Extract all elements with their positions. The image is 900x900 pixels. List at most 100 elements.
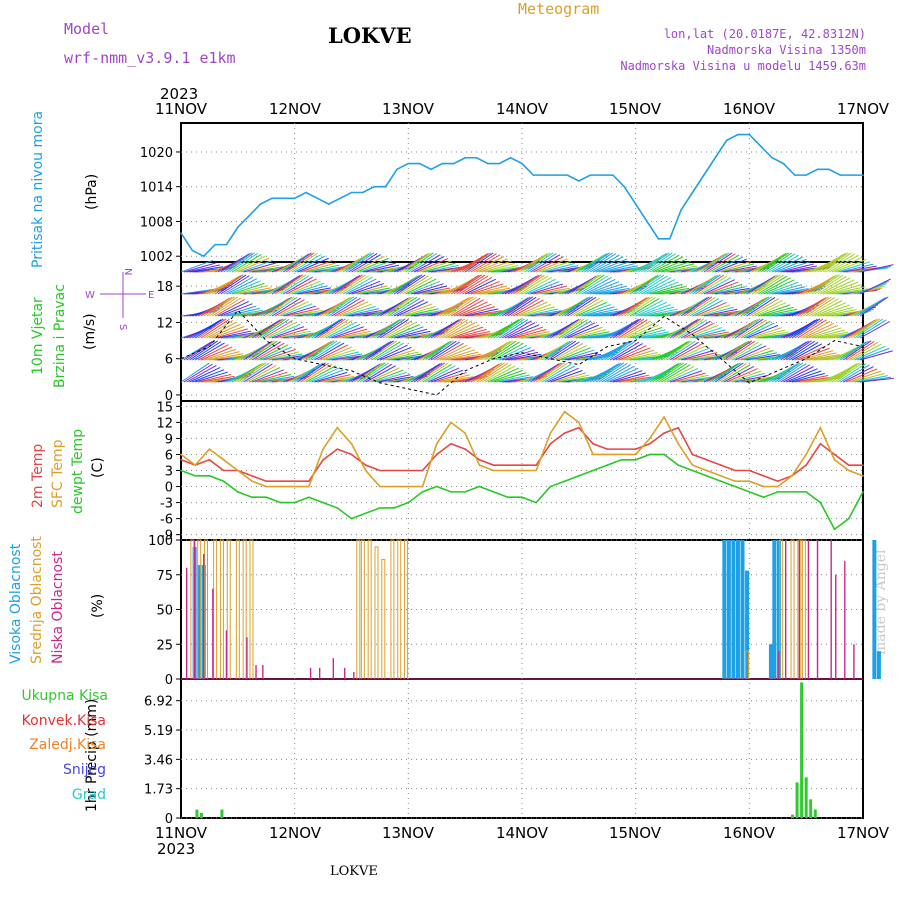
wind-barb <box>450 326 484 339</box>
data-point <box>705 459 708 461</box>
wind-barb <box>615 345 647 361</box>
wind-barb <box>786 368 818 383</box>
data-point <box>833 459 836 461</box>
wind-barb <box>433 342 464 361</box>
wind-barb <box>584 278 616 295</box>
wind-barb <box>712 286 746 295</box>
wind-barb <box>391 274 420 295</box>
cloud-bar-mid <box>790 539 795 680</box>
wind-barb <box>854 318 883 339</box>
wind-barb <box>314 371 348 383</box>
wind-barb <box>714 362 744 383</box>
data-point <box>794 174 796 176</box>
wind-barb <box>768 254 800 273</box>
wind-barb <box>680 349 714 361</box>
wind-barb <box>618 319 648 339</box>
wind-barb <box>362 262 396 273</box>
wind-barb <box>209 323 241 339</box>
wind-barb <box>547 367 579 383</box>
cloud-bar-high <box>876 651 881 679</box>
wind-barb <box>686 354 721 361</box>
wind-barb <box>467 253 497 273</box>
wind-barb <box>794 318 824 339</box>
wind-barb <box>771 286 806 295</box>
wind-barb <box>791 372 825 383</box>
data-point <box>649 453 651 456</box>
wind-barb <box>737 319 767 339</box>
data-point <box>418 162 421 165</box>
wind-barb <box>206 351 240 361</box>
wind-barb <box>510 297 540 317</box>
wind-barb <box>209 353 243 361</box>
data-point <box>222 459 225 461</box>
wind-barb <box>857 297 887 317</box>
wind-barb <box>669 341 699 361</box>
wind-barb <box>834 258 867 273</box>
y-tick-label: 3.46 <box>144 753 173 768</box>
wind-barb <box>337 330 371 339</box>
wind-barb <box>263 320 293 339</box>
wind-barb <box>618 297 648 317</box>
wind-barb <box>734 318 764 339</box>
wind-barb <box>518 275 549 295</box>
wind-barb <box>737 376 772 383</box>
wind-barb <box>780 364 811 383</box>
wind-ylabel-2: Brzina i Pravac <box>52 284 68 388</box>
wind-barb <box>339 253 369 273</box>
wind-barb <box>837 261 871 273</box>
wind-barb <box>194 342 225 361</box>
wind-barb <box>766 310 801 317</box>
wind-barb <box>774 362 804 383</box>
wind-barb <box>348 280 381 295</box>
wind-barb <box>334 274 363 295</box>
wind-barb <box>791 343 823 361</box>
wind-barb <box>754 331 789 339</box>
y-tick-label: 100 <box>148 534 173 549</box>
wind-barb <box>467 310 502 317</box>
data-point <box>364 512 367 515</box>
wind-barb <box>734 345 767 361</box>
cloud-unit: (%) <box>90 594 106 618</box>
model-name: wrf-nmm_v3.9.1 e1km <box>64 49 236 67</box>
wind-barb <box>746 324 779 339</box>
data-point <box>464 432 466 434</box>
wind-barb <box>442 349 476 361</box>
data-point <box>776 485 779 488</box>
data-point <box>237 491 239 493</box>
wind-barb <box>189 366 221 383</box>
wind-barb <box>399 275 429 295</box>
wind-barb <box>516 274 545 295</box>
wind-barb <box>825 281 859 295</box>
wind-barb <box>820 252 849 273</box>
x-tick-label: 15NOV <box>609 100 662 118</box>
data-point <box>393 469 395 472</box>
data-point <box>384 185 387 188</box>
wind-barb <box>200 346 233 361</box>
wind-barb <box>484 265 519 273</box>
wind-barb <box>851 343 882 361</box>
wind-barb <box>524 308 559 317</box>
y-tick-label: 25 <box>156 638 173 653</box>
y-tick-label: 0 <box>165 673 173 688</box>
wind-barb <box>442 296 471 317</box>
data-point <box>293 485 296 488</box>
data-point <box>350 191 353 194</box>
wind-barb <box>558 347 591 361</box>
wind-barb <box>575 301 608 317</box>
data-point <box>791 491 793 493</box>
wind-barb <box>243 262 277 273</box>
wind-barb <box>368 367 400 383</box>
wind-ylabel: 10m Vjetar <box>30 297 46 375</box>
x-tick-label: 12NOV <box>269 100 322 118</box>
wind-barb <box>277 301 309 317</box>
wind-barb <box>439 376 474 383</box>
wind-barb <box>464 278 496 295</box>
wind-barb <box>402 276 433 295</box>
wind-barb <box>635 301 667 317</box>
data-point <box>549 442 552 445</box>
wind-barb <box>808 274 838 295</box>
data-point <box>850 174 853 176</box>
wind-barb <box>644 308 678 317</box>
wind-barb <box>760 306 794 317</box>
wind-barb <box>342 305 376 317</box>
